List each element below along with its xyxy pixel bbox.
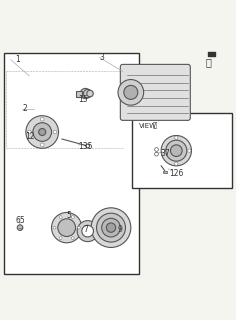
- Bar: [76, 91, 82, 97]
- Circle shape: [33, 123, 51, 141]
- Circle shape: [175, 162, 178, 165]
- Circle shape: [26, 116, 59, 148]
- Circle shape: [71, 237, 74, 240]
- Text: 126: 126: [169, 170, 184, 179]
- Circle shape: [58, 219, 76, 236]
- Circle shape: [166, 140, 187, 161]
- Circle shape: [175, 136, 178, 139]
- Circle shape: [106, 223, 116, 232]
- Text: 12: 12: [25, 132, 34, 141]
- Text: Ⓐ: Ⓐ: [205, 57, 211, 68]
- Circle shape: [28, 130, 31, 134]
- Bar: [4, 53, 139, 274]
- Circle shape: [86, 144, 89, 148]
- Circle shape: [84, 89, 92, 98]
- Circle shape: [102, 218, 120, 237]
- Circle shape: [188, 149, 191, 152]
- Text: 9: 9: [118, 226, 123, 235]
- Circle shape: [53, 130, 57, 134]
- Circle shape: [59, 237, 62, 240]
- Text: 135: 135: [78, 141, 93, 150]
- Text: 2: 2: [22, 104, 27, 113]
- Text: VIEW: VIEW: [139, 123, 157, 129]
- FancyBboxPatch shape: [120, 64, 190, 120]
- Circle shape: [155, 152, 158, 156]
- Circle shape: [39, 129, 46, 135]
- Circle shape: [17, 225, 23, 230]
- Circle shape: [80, 88, 90, 99]
- Text: 15: 15: [78, 95, 88, 104]
- Circle shape: [162, 149, 165, 152]
- Circle shape: [53, 226, 56, 229]
- Circle shape: [91, 208, 131, 247]
- Circle shape: [97, 213, 126, 242]
- Circle shape: [77, 220, 98, 242]
- Circle shape: [40, 117, 44, 121]
- Bar: [164, 171, 167, 173]
- Bar: [132, 113, 232, 188]
- Text: 1: 1: [15, 55, 20, 64]
- Circle shape: [161, 135, 191, 166]
- Circle shape: [118, 80, 144, 105]
- Circle shape: [40, 143, 44, 147]
- Circle shape: [77, 226, 80, 229]
- Circle shape: [87, 90, 93, 97]
- Text: 37: 37: [160, 148, 170, 157]
- Text: 5: 5: [67, 212, 72, 220]
- Circle shape: [170, 145, 182, 156]
- Text: 65: 65: [15, 216, 25, 225]
- Circle shape: [51, 212, 82, 243]
- Text: Ⓐ: Ⓐ: [153, 122, 157, 128]
- Circle shape: [59, 216, 62, 219]
- Circle shape: [82, 225, 93, 237]
- Circle shape: [71, 216, 74, 219]
- Text: 3: 3: [99, 53, 104, 62]
- Text: 7: 7: [83, 226, 88, 235]
- Circle shape: [155, 148, 158, 151]
- Circle shape: [124, 85, 138, 100]
